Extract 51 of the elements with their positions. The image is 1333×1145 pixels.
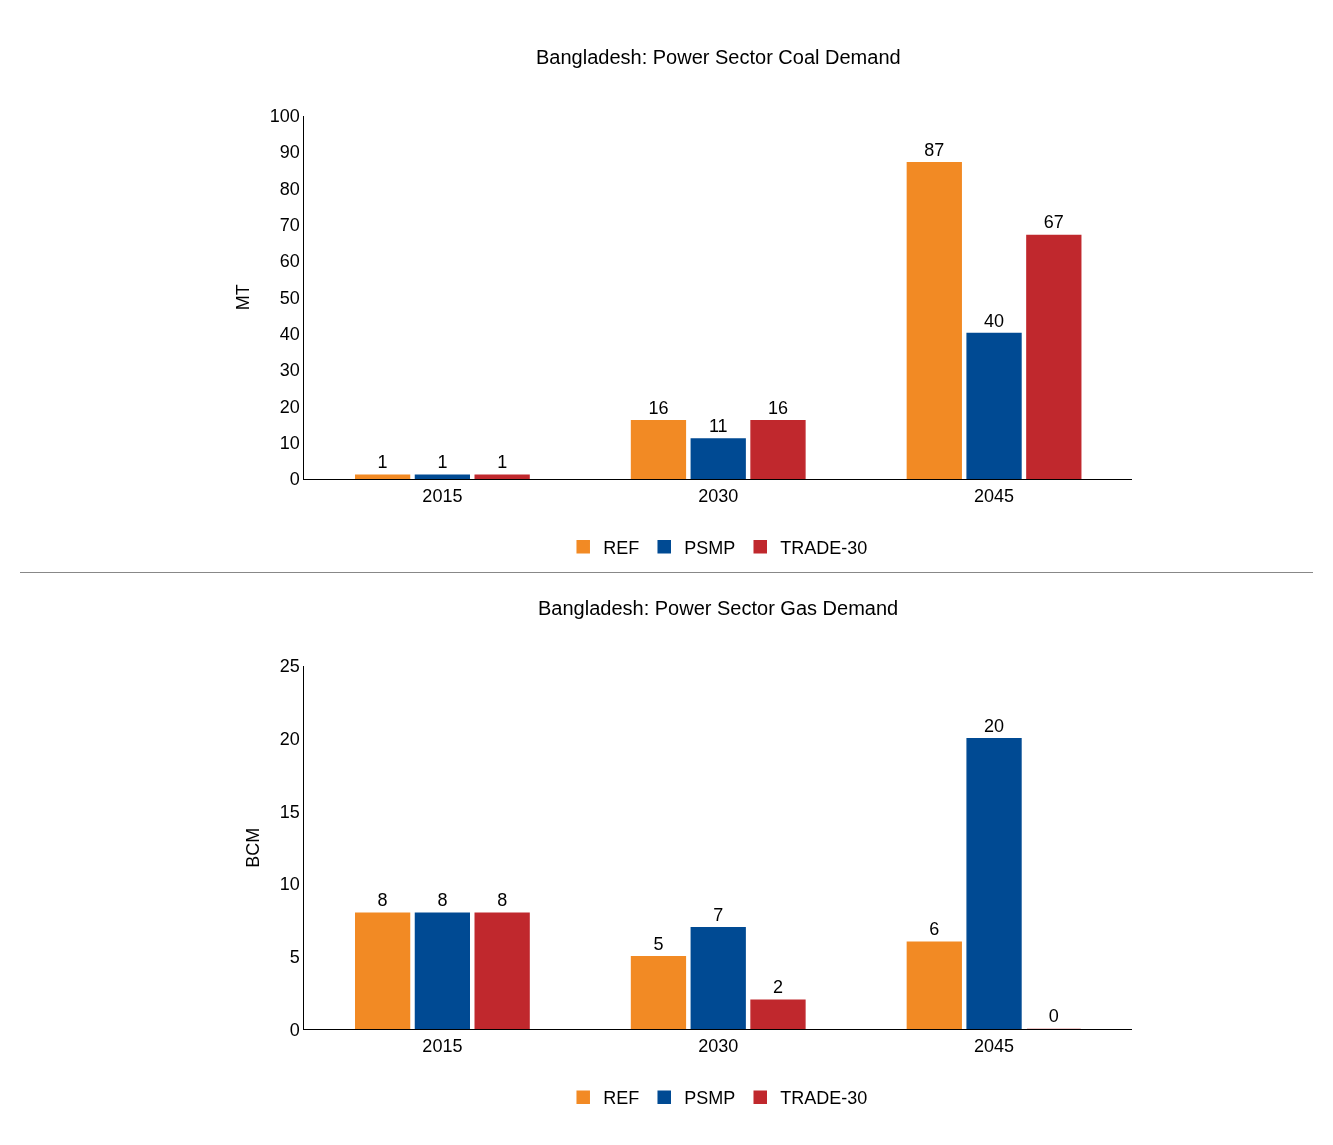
legend-label: REF [603, 537, 640, 558]
legend-label: PSMP [684, 537, 736, 558]
y-tick-label: 10 [279, 874, 300, 895]
data-label: 16 [767, 397, 788, 418]
data-label: 1 [437, 452, 448, 473]
y-axis-title: MT [233, 284, 254, 311]
y-tick-label: 0 [289, 469, 300, 490]
y-tick-label: 0 [289, 1019, 300, 1040]
legend-label: REF [603, 1088, 640, 1109]
y-tick-label: 80 [279, 178, 300, 199]
y-tick-label: 20 [279, 729, 300, 750]
y-tick-label: 70 [279, 214, 300, 235]
y-tick-label: 50 [279, 287, 300, 308]
y-tick-label: 25 [279, 656, 300, 677]
y-axis-title: BCM [243, 827, 264, 868]
legend-label: TRADE-30 [780, 1088, 868, 1109]
data-label: 6 [929, 919, 940, 940]
legend-label: TRADE-30 [780, 537, 868, 558]
x-tick-label: 2045 [974, 1036, 1015, 1057]
data-label: 8 [497, 890, 508, 911]
data-label: 8 [377, 890, 388, 911]
x-tick-label: 2030 [698, 1036, 739, 1057]
data-label: 16 [648, 397, 669, 418]
data-label: 8 [437, 890, 448, 911]
data-label: 11 [708, 415, 728, 436]
y-tick-label: 30 [279, 360, 300, 381]
data-label: 20 [984, 715, 1005, 736]
data-label: 1 [377, 452, 388, 473]
y-tick-label: 40 [279, 323, 300, 344]
chart-title: Bangladesh: Power Sector Gas Demand [538, 597, 899, 619]
data-label: 5 [653, 933, 664, 954]
y-tick-label: 10 [279, 432, 300, 453]
data-label: 2 [772, 977, 783, 998]
y-tick-label: 15 [279, 801, 300, 822]
data-label: 1 [497, 452, 508, 473]
x-tick-label: 2030 [698, 485, 739, 506]
data-label: 87 [924, 139, 945, 160]
y-tick-label: 5 [289, 947, 300, 968]
chart-title: Bangladesh: Power Sector Coal Demand [536, 46, 901, 68]
x-tick-label: 2015 [422, 1036, 463, 1057]
x-tick-label: 2045 [974, 485, 1015, 506]
y-tick-label: 20 [279, 396, 300, 417]
y-tick-label: 90 [279, 142, 300, 163]
x-tick-label: 2015 [422, 485, 463, 506]
y-tick-label: 100 [269, 105, 300, 126]
legend-label: PSMP [684, 1088, 736, 1109]
data-label: 67 [1043, 212, 1064, 233]
data-label: 0 [1048, 1006, 1059, 1027]
data-label: 7 [713, 904, 724, 925]
y-tick-label: 60 [279, 251, 300, 272]
data-label: 40 [984, 310, 1005, 331]
